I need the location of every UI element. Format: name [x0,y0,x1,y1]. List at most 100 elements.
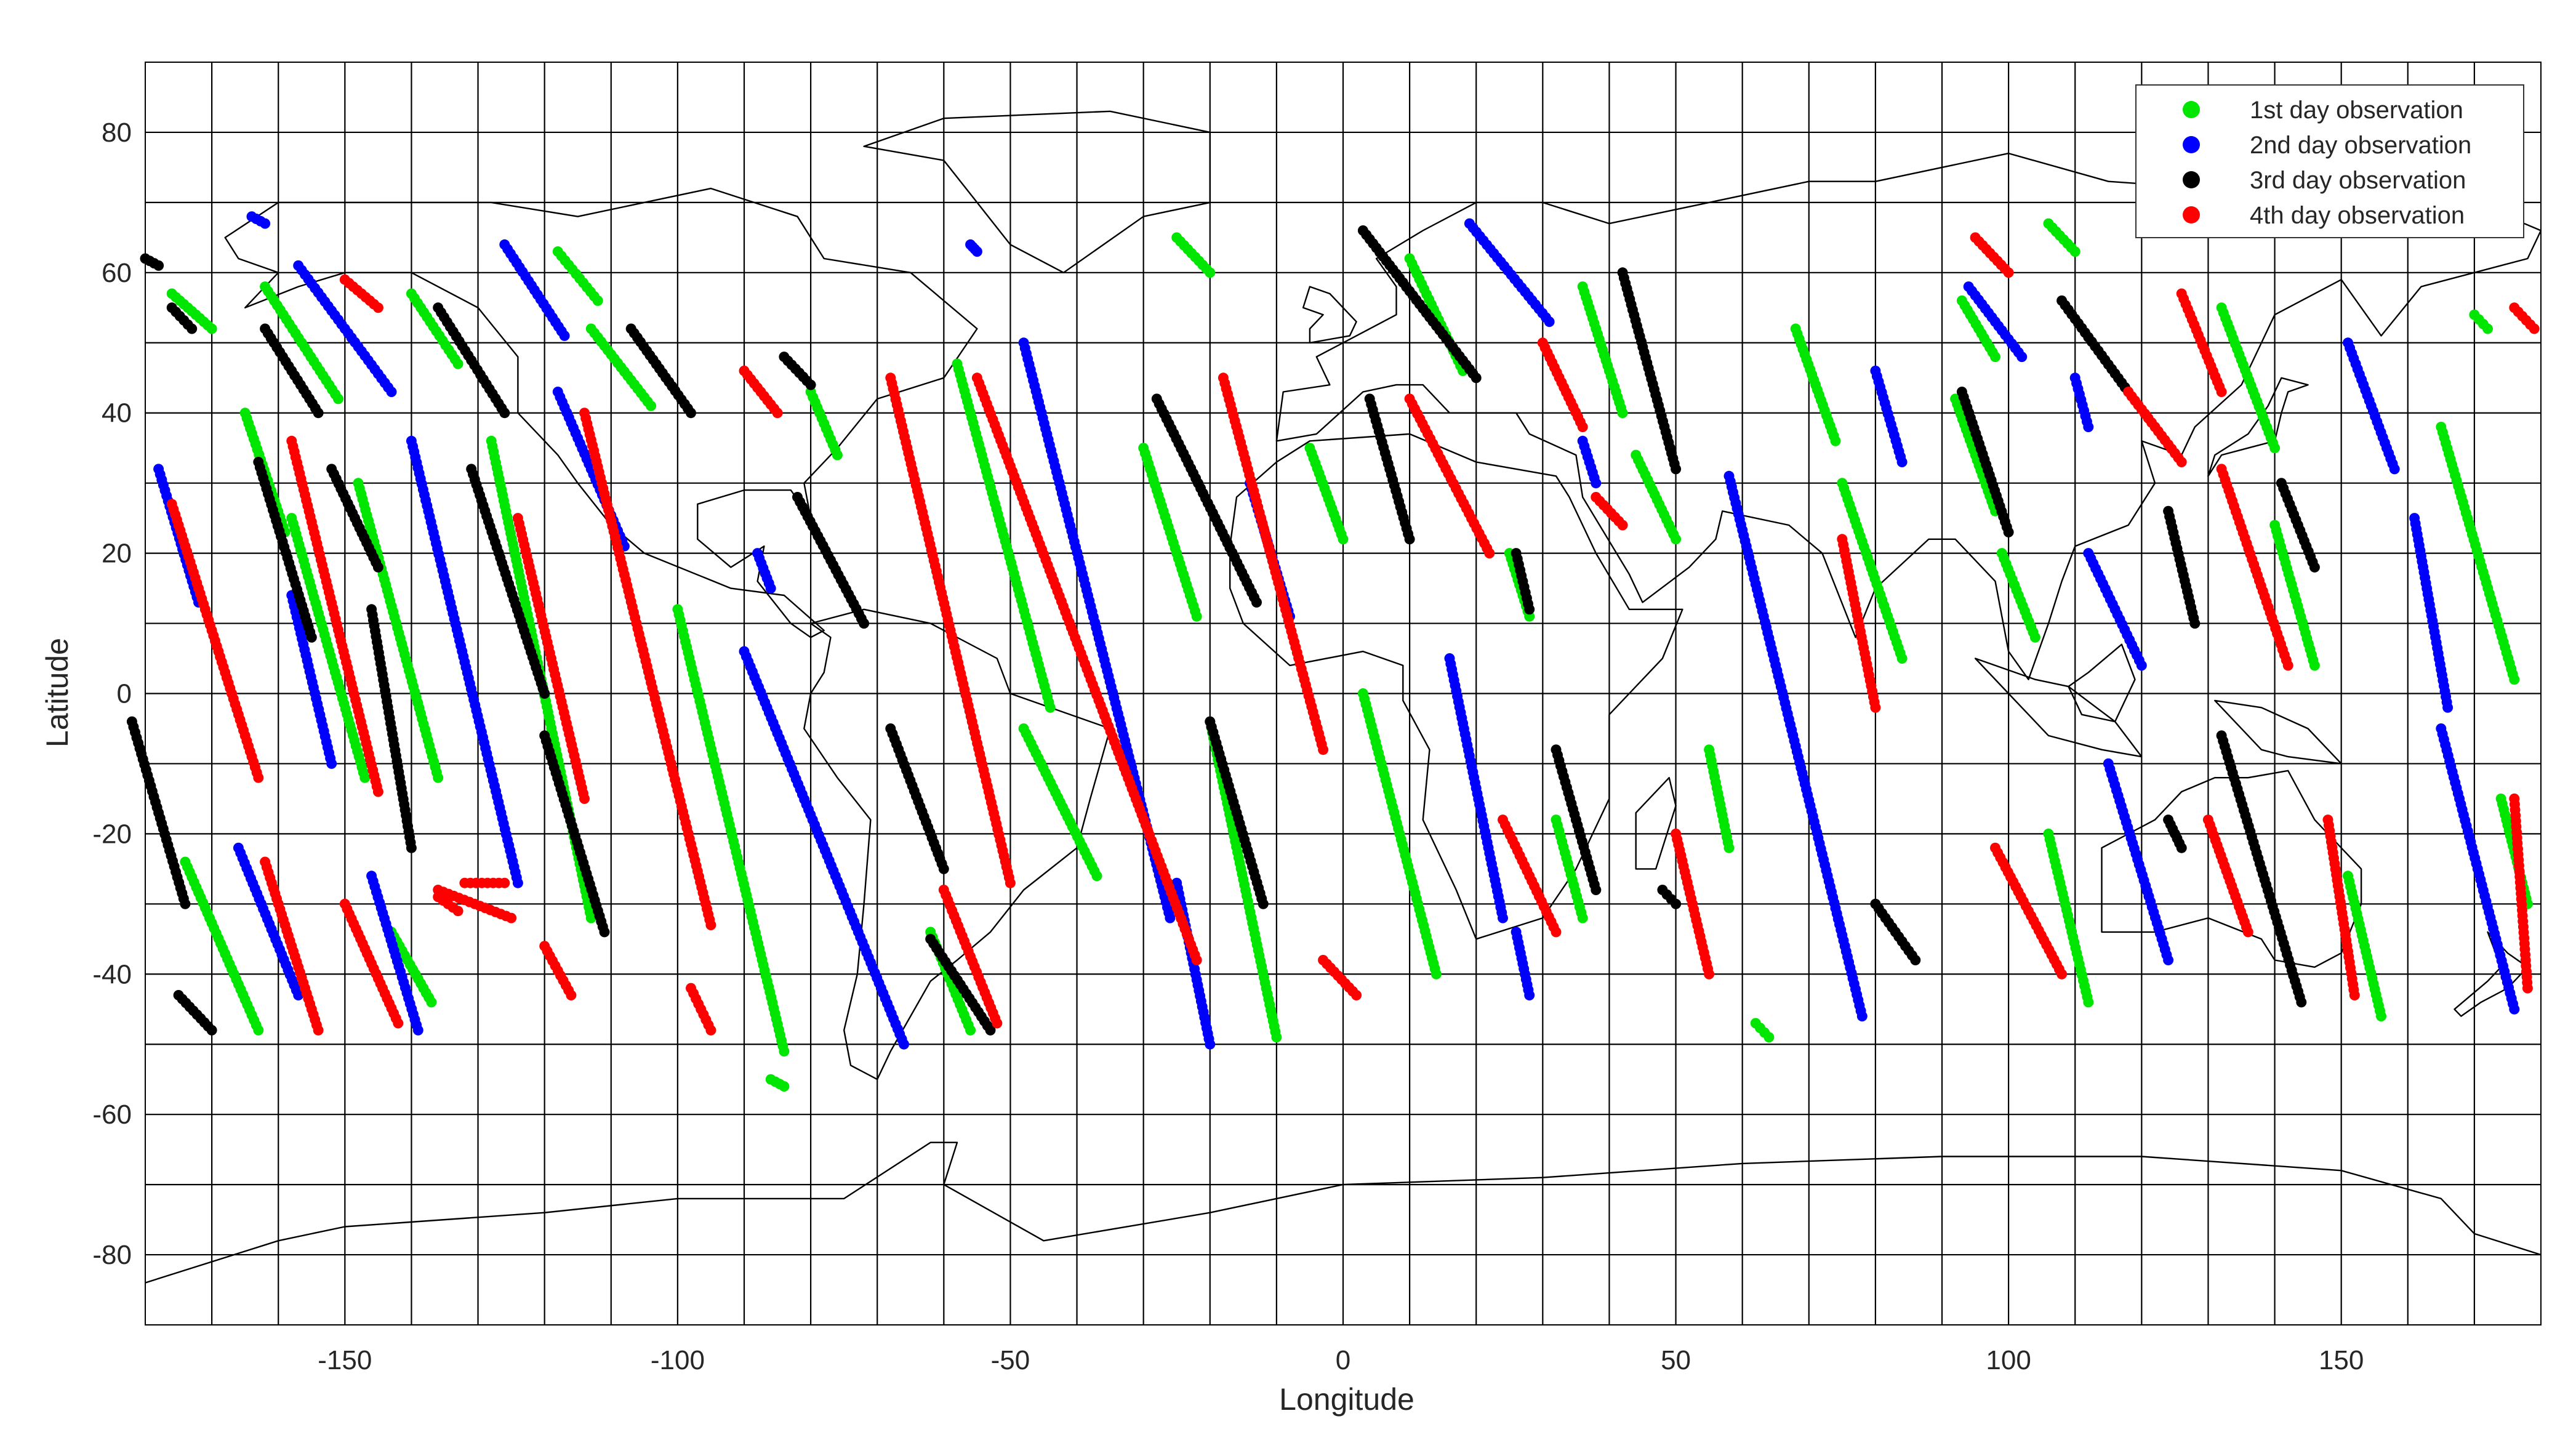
series-day4 [166,232,2540,1036]
observation-track [2409,513,2454,713]
observation-track [539,941,577,1000]
uk-outline [1302,286,1357,344]
observation-track [579,408,716,930]
observation-track [293,260,397,397]
observation-point [1524,990,1535,1000]
observation-track [260,856,324,1036]
observation-track [2436,723,2520,1015]
observation-point [585,912,596,923]
observation-track [739,365,783,419]
legend-marker-day2 [2183,136,2200,153]
observation-point [1251,597,1262,608]
observation-point [1577,912,1588,923]
observation-track [366,871,423,1036]
observation-point [2242,927,2253,938]
observation-track [1511,548,1535,615]
observation-track [253,457,317,643]
observation-point [1763,1032,1775,1043]
observation-point [2309,561,2320,573]
observation-point [2282,660,2293,671]
observation-point [1258,898,1269,909]
legend-entry-day1: 1st day observation [2183,97,2463,124]
observation-track [2436,422,2520,685]
observation-point [433,772,444,783]
observation-track [286,590,337,769]
observation-track [552,246,603,306]
series-day1 [166,218,2533,1092]
observation-track [1963,281,2028,363]
observation-point [326,758,337,769]
observation-point [1091,871,1102,882]
observation-track [2083,548,2147,671]
observation-track [433,302,510,419]
observation-point [599,927,610,938]
y-tick-label: 20 [102,539,132,569]
observation-point [2003,526,2014,537]
observation-track [1511,927,1535,1000]
observation-point [1671,898,1682,909]
observation-point [1870,702,1881,713]
observation-point [2069,246,2080,257]
observation-track [2176,288,2227,397]
observation-point [1577,422,1588,432]
observation-point [313,408,324,419]
legend-label-day3: 3rd day observation [2250,167,2466,194]
observation-point [2442,702,2454,713]
observation-track [326,464,383,573]
observation-track [1364,393,1415,545]
observation-track [2103,758,2174,965]
observation-point [206,1024,217,1036]
observation-track [1970,232,2014,278]
observation-point [1165,912,1176,923]
observation-point [2509,1004,2520,1015]
observation-tracks-layer [126,211,2540,1092]
y-tick-label: -80 [92,1240,132,1270]
y-axis-ticks: -80 -60 -40 -20 0 20 40 60 80 [92,118,132,1270]
observation-track [166,288,217,334]
observation-point [1430,968,1442,979]
observation-track [2163,505,2201,629]
coastlines-layer [145,110,2542,1284]
observation-track [1444,653,1508,923]
observation-point [206,323,217,334]
observation-point [1404,534,1415,545]
observation-point [333,393,343,404]
observation-track [965,239,982,257]
observation-track [512,513,590,804]
observation-track [233,842,304,1000]
observation-point [772,408,783,419]
legend-entry-day4: 4th day observation [2183,202,2465,229]
grid-layer [145,62,2541,1325]
observation-point [1830,435,1841,446]
observation-point [1271,1032,1282,1043]
borneo-outline [2068,643,2136,723]
observation-track [2216,464,2293,671]
observation-point [499,877,510,888]
observation-track [1551,744,1602,895]
observation-track [466,464,550,699]
observation-point [1205,1039,1216,1050]
x-axis-ticks: -150 -100 -50 0 50 100 150 [318,1345,2364,1375]
observation-track [180,856,264,1036]
observation-track [2322,815,2360,1000]
new-guinea-outline [2214,699,2342,765]
observation-track [499,239,570,341]
observation-point [832,449,843,461]
observation-track [1498,815,1562,938]
observation-point [1591,885,1602,895]
observation-point [1498,912,1508,923]
japan-outline [2207,377,2309,477]
observation-track [779,352,816,390]
observation-point [1544,316,1555,328]
observation-point [1191,611,1202,622]
observation-track [459,877,510,888]
observation-track [1996,548,2040,643]
observation-track [1171,232,1216,278]
legend: 1st day observation 2nd day observation … [2135,84,2524,238]
observation-point [1205,267,1216,278]
observation-point [293,990,304,1000]
y-tick-label: -20 [92,819,132,849]
y-tick-label: -60 [92,1100,132,1130]
observation-point [2003,267,2014,278]
observation-point [506,912,517,923]
